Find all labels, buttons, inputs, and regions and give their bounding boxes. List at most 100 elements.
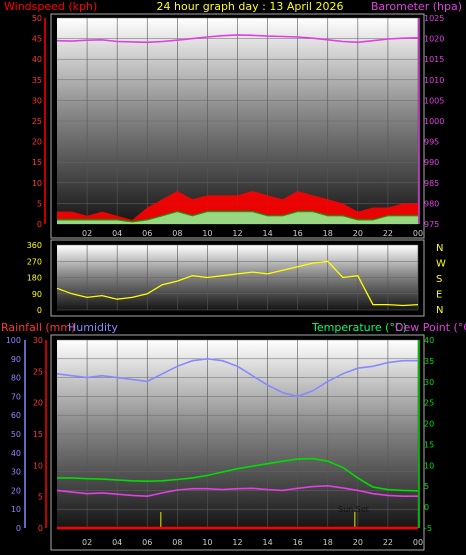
- p1-x-tick-00: 00: [413, 229, 423, 238]
- wind-tick-label-25: 25: [32, 117, 42, 126]
- temp-tick-label--5: -5: [424, 524, 432, 533]
- baro-tick-label-1005: 1005: [424, 96, 444, 105]
- humidity-tick-label-0: 0: [16, 524, 21, 533]
- p3-x-tick-22: 22: [383, 538, 393, 547]
- rain-tick-label-10: 10: [33, 461, 43, 470]
- rain-tick-label-5: 5: [38, 493, 43, 502]
- graph-title: 24 hour graph day : 13 April 2026: [157, 0, 344, 13]
- panel3-frame: [50, 334, 425, 551]
- temp-axis-title: Temperature (°C): [311, 321, 407, 334]
- temp-tick-label-5: 5: [424, 482, 429, 491]
- temp-tick-label-0: 0: [424, 503, 429, 512]
- compass-label-N-4: N: [436, 305, 443, 316]
- p1-x-tick-08: 08: [172, 229, 182, 238]
- temp-tick-label-10: 10: [424, 461, 434, 470]
- panel2-frame: [50, 239, 425, 317]
- humidity-tick-label-100: 100: [6, 336, 21, 345]
- temp-tick-label-30: 30: [424, 378, 434, 387]
- humidity-line: [56, 357, 418, 398]
- baro-tick-label-1025: 1025: [424, 14, 444, 23]
- rain-tick-label-25: 25: [33, 367, 43, 376]
- wind-tick-label-45: 45: [32, 35, 42, 44]
- wind-tick-label-50: 50: [32, 14, 42, 23]
- baro-tick-label-985: 985: [424, 179, 439, 188]
- humidity-tick-label-60: 60: [11, 411, 21, 420]
- panel2-marks: [56, 260, 419, 307]
- humidity-axis-title: Humidity: [68, 321, 118, 334]
- temp-tick-label-15: 15: [424, 440, 434, 449]
- panel1-frame: [50, 13, 425, 239]
- baro-tick-label-990: 990: [424, 158, 439, 167]
- wind-tick-label-40: 40: [32, 55, 42, 64]
- humidity-tick-label-50: 50: [11, 430, 21, 439]
- wind-tick-label-10: 10: [32, 179, 42, 188]
- p1-x-tick-02: 02: [82, 229, 92, 238]
- p3-x-tick-14: 14: [262, 538, 272, 547]
- wind-tick-label-5: 5: [37, 199, 42, 208]
- baro-tick-label-1010: 1010: [424, 76, 444, 85]
- compass-label-N-0: N: [436, 243, 443, 254]
- wind-tick-label-15: 15: [32, 158, 42, 167]
- compass-label-E-3: E: [436, 290, 442, 301]
- wind-axis-title: Windspeed (kph): [4, 0, 97, 13]
- humidity-tick-label-10: 10: [11, 505, 21, 514]
- dir-tick-label-90: 90: [32, 290, 42, 299]
- p3-x-tick-04: 04: [112, 538, 122, 547]
- compass-label-W-1: W: [436, 259, 446, 270]
- humidity-tick-label-90: 90: [11, 355, 21, 364]
- baro-tick-label-980: 980: [424, 199, 439, 208]
- p3-x-tick-18: 18: [323, 538, 333, 547]
- panel1-grid: [57, 17, 419, 225]
- rain-tick-label-15: 15: [33, 430, 43, 439]
- rain-tick-label-0: 0: [38, 524, 43, 533]
- dewpoint-line: [56, 484, 418, 498]
- p1-x-tick-18: 18: [323, 229, 333, 238]
- wind-tick-label-0: 0: [37, 220, 42, 229]
- wind-tick-label-30: 30: [32, 96, 42, 105]
- panel3-marks: [56, 357, 419, 530]
- p1-x-tick-14: 14: [262, 229, 272, 238]
- panel1-labels: 0510152025303540455097598098599099510001…: [32, 14, 445, 238]
- p1-x-tick-04: 04: [112, 229, 122, 238]
- temp-tick-label-40: 40: [424, 336, 434, 345]
- dewpoint-axis-title: Dew Point (°C): [395, 321, 466, 334]
- p1-x-tick-22: 22: [383, 229, 393, 238]
- p3-x-tick-16: 16: [293, 538, 303, 547]
- baro-tick-label-1020: 1020: [424, 35, 444, 44]
- p3-x-tick-00: 00: [413, 538, 423, 547]
- panel3-labels: 0102030405060708090100051015202530-50510…: [6, 336, 434, 547]
- p3-x-tick-02: 02: [82, 538, 92, 547]
- baro-tick-label-1000: 1000: [424, 117, 444, 126]
- humidity-tick-label-20: 20: [11, 486, 21, 495]
- rain-axis-title: Rainfall (mm): [1, 321, 75, 334]
- wind-direction-line: [56, 260, 419, 307]
- p1-x-tick-10: 10: [202, 229, 212, 238]
- dir-tick-label-360: 360: [27, 241, 42, 250]
- p1-x-tick-16: 16: [293, 229, 303, 238]
- temperature-line: [57, 457, 419, 492]
- panel2-grid: [57, 244, 419, 311]
- wind-line: [57, 210, 418, 223]
- baro-tick-label-995: 995: [424, 138, 439, 147]
- p3-x-tick-12: 12: [232, 538, 242, 547]
- compass-label-S-2: S: [436, 274, 442, 285]
- p3-x-tick-08: 08: [172, 538, 182, 547]
- wind-area: [57, 211, 418, 224]
- p1-x-tick-12: 12: [232, 229, 242, 238]
- baro-axis-title: Barometer (hpa): [371, 0, 462, 13]
- p1-x-tick-20: 20: [353, 229, 363, 238]
- rain-tick-label-30: 30: [33, 336, 43, 345]
- p3-x-tick-10: 10: [202, 538, 212, 547]
- wind-tick-label-35: 35: [32, 76, 42, 85]
- humidity-tick-label-70: 70: [11, 392, 21, 401]
- rain-tick-label-20: 20: [33, 399, 43, 408]
- sunset-label: Sun Set: [338, 505, 369, 514]
- temp-tick-label-35: 35: [424, 357, 434, 366]
- humidity-tick-label-40: 40: [11, 449, 21, 458]
- panel1-marks: [56, 34, 419, 224]
- baro-tick-label-975: 975: [424, 220, 439, 229]
- humidity-tick-label-80: 80: [11, 374, 21, 383]
- dir-tick-label-0: 0: [37, 306, 42, 315]
